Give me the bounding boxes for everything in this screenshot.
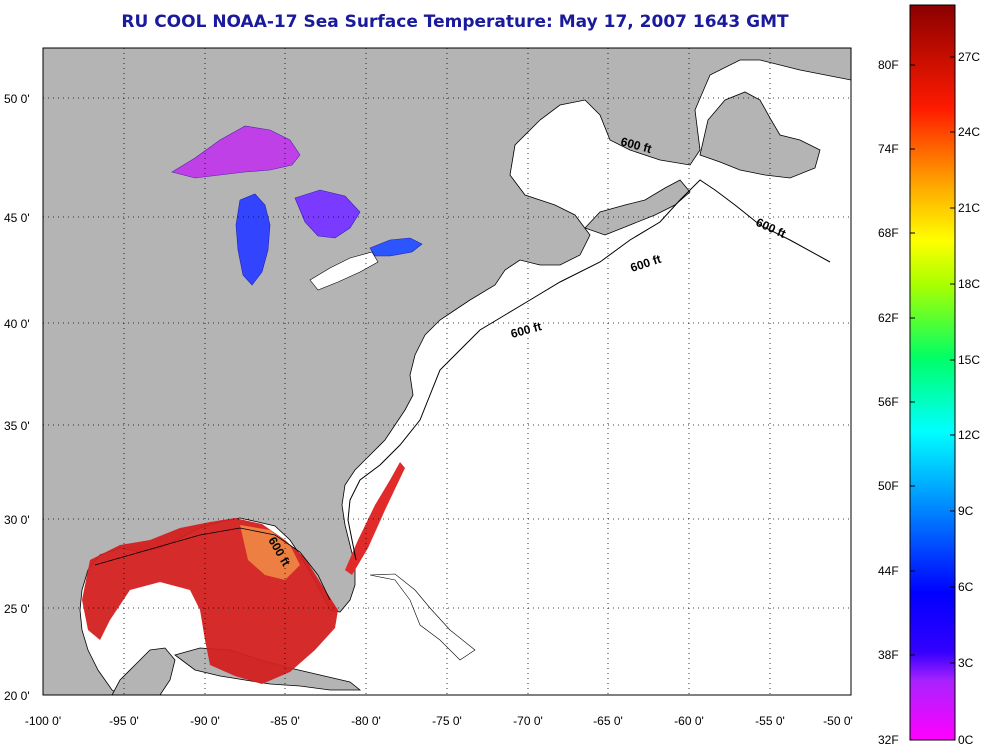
colorbar-f-label: 80F <box>878 58 899 72</box>
colorbar-f-label: 38F <box>878 648 899 662</box>
colorbar-c-label: 0C <box>958 733 974 747</box>
lon-tick-label: -95 0' <box>109 714 139 728</box>
lon-tick-label: -70 0' <box>513 714 543 728</box>
lon-tick-label: -75 0' <box>432 714 462 728</box>
atlantic-sst-strip <box>345 462 405 575</box>
lat-tick-label: 40 0' <box>4 317 30 331</box>
lat-tick-label: 35 0' <box>4 419 30 433</box>
lake-michigan-sst <box>235 193 271 286</box>
colorbar-f-label: 74F <box>878 142 899 156</box>
lat-ticks: 50 0' 45 0' 40 0' 35 0' 30 0' 25 0' 20 0… <box>4 92 30 703</box>
gulf-sst-cool <box>240 525 300 580</box>
colorbar-c-label: 3C <box>958 656 974 670</box>
lon-tick-label: -90 0' <box>190 714 220 728</box>
lat-tick-label: 25 0' <box>4 602 30 616</box>
colorbar <box>909 4 956 741</box>
colorbar-c-label: 6C <box>958 580 974 594</box>
lake-erie-sst <box>309 251 379 291</box>
lake-superior-sst <box>171 125 301 179</box>
lake-huron-sst <box>294 189 361 239</box>
colorbar-f-label: 32F <box>878 733 899 747</box>
colorbar-f-label: 44F <box>878 564 899 578</box>
lon-tick-label: -80 0' <box>351 714 381 728</box>
colorbar-f-label: 56F <box>878 395 899 409</box>
lat-tick-label: 50 0' <box>4 92 30 106</box>
lon-tick-label: -60 0' <box>674 714 704 728</box>
colorbar-c-label: 27C <box>958 50 981 64</box>
lon-tick-label: -85 0' <box>270 714 300 728</box>
lon-ticks: -100 0' -95 0' -90 0' -85 0' -80 0' -75 … <box>25 714 853 728</box>
shelf-contour-gulf <box>94 527 331 601</box>
colorbar-c-label: 12C <box>958 428 981 442</box>
colorbar-c-label: 21C <box>958 201 981 215</box>
colorbar-c-label: 15C <box>958 353 981 367</box>
lat-tick-label: 45 0' <box>4 211 30 225</box>
map-frame <box>42 47 852 696</box>
shelf-contour-600ft <box>347 179 831 561</box>
lon-tick-label: -100 0' <box>25 714 61 728</box>
lat-tick-label: 20 0' <box>4 689 30 703</box>
map-title: RU COOL NOAA-17 Sea Surface Temperature:… <box>121 12 789 32</box>
colorbar-f-label: 62F <box>878 311 899 325</box>
lon-tick-label: -55 0' <box>755 714 785 728</box>
colorbar-f-label: 68F <box>878 226 899 240</box>
colorbar-c-label: 9C <box>958 504 974 518</box>
lon-tick-label: -65 0' <box>593 714 623 728</box>
lon-tick-label: -50 0' <box>823 714 853 728</box>
lake-ontario-sst <box>369 237 423 257</box>
land-newfoundland <box>699 91 821 179</box>
bahamas-outline <box>369 573 476 661</box>
land-yucatan <box>111 647 176 695</box>
land-nova-scotia <box>584 179 691 236</box>
colorbar-ticks <box>910 56 955 664</box>
lat-tick-label: 30 0' <box>4 513 30 527</box>
colorbar-c-label: 24C <box>958 125 981 139</box>
colorbar-f-label: 50F <box>878 479 899 493</box>
colorbar-c-label: 18C <box>958 277 981 291</box>
